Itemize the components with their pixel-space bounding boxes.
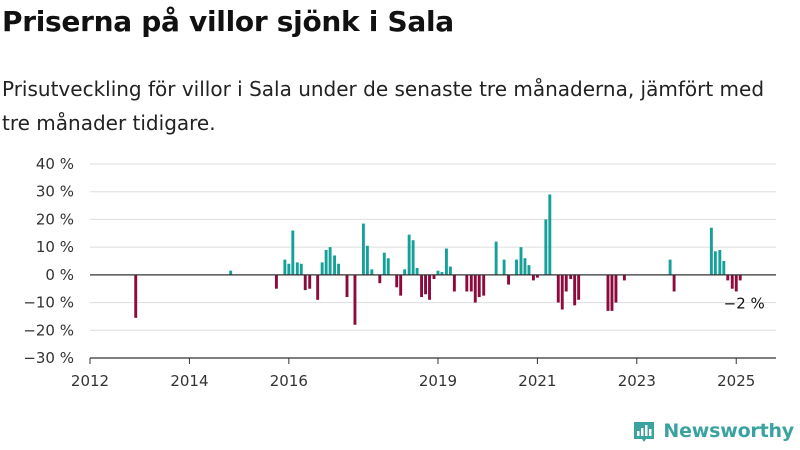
bar-negative (345, 274, 349, 298)
bar-negative (308, 274, 312, 289)
bar-positive (320, 262, 324, 275)
bar-negative (482, 274, 486, 296)
x-tick-label: 2016 (270, 372, 308, 390)
bar-positive (361, 223, 365, 275)
bar-positive (287, 263, 291, 275)
bar-positive (415, 267, 419, 275)
bar-negative (452, 274, 456, 292)
bar-positive (386, 258, 390, 275)
bar-positive (440, 272, 444, 275)
bar-positive (337, 263, 341, 275)
bar-negative (535, 274, 539, 278)
bar-positive (365, 245, 369, 275)
bar-negative (730, 274, 734, 289)
y-tick-label: 20 % (36, 210, 74, 228)
bar-negative (465, 274, 469, 292)
bar-negative (477, 274, 481, 298)
bar-positive (328, 247, 332, 275)
bar-positive (519, 247, 523, 275)
bar-positive (718, 249, 722, 275)
bar-negative (610, 274, 614, 311)
bar-positive (324, 249, 328, 275)
bar-positive (668, 259, 672, 275)
x-tick-label: 2025 (717, 372, 755, 390)
bar-negative (606, 274, 610, 311)
x-tick-label: 2012 (71, 372, 109, 390)
bar-positive (444, 248, 448, 275)
bar-positive (229, 270, 233, 275)
bar-positive (502, 259, 506, 275)
bar-positive (544, 219, 548, 275)
bar-negative (564, 274, 568, 292)
y-tick-label: −20 % (23, 321, 74, 339)
bar-positive (299, 263, 303, 275)
bar-negative (469, 274, 473, 292)
bar-positive (283, 259, 287, 275)
bar-positive (333, 255, 337, 275)
bar-positive (448, 266, 452, 275)
bar-negative (569, 274, 573, 280)
brand-name: Newsworthy (663, 420, 794, 442)
bar-positive (411, 240, 415, 275)
newsworthy-logo-icon (634, 422, 655, 442)
bar-positive (494, 241, 498, 275)
bar-positive (382, 252, 386, 275)
bar-negative (432, 274, 436, 280)
bar-positive (722, 261, 726, 275)
bar-positive (713, 251, 717, 275)
x-tick-label: 2014 (170, 372, 208, 390)
bar-positive (370, 269, 374, 275)
bar-negative (378, 274, 382, 284)
bar-negative (353, 274, 357, 325)
bar-positive (295, 262, 299, 275)
y-tick-label: 10 % (36, 238, 74, 256)
bar-positive (515, 259, 518, 275)
bar-positive (527, 265, 531, 275)
y-tick-label: 30 % (36, 183, 74, 201)
bar-negative (738, 274, 742, 281)
bar-negative (556, 274, 560, 303)
last-value-annotation: −2 % (724, 294, 765, 312)
bar-negative (134, 274, 138, 318)
bar-negative (316, 274, 320, 300)
bar-negative (274, 274, 278, 289)
x-tick-label: 2023 (618, 372, 656, 390)
chart-subtitle: Prisutveckling för villor i Sala under d… (2, 77, 765, 135)
bar-positive (291, 230, 295, 275)
bar-positive (403, 269, 407, 275)
bar-negative (734, 274, 738, 292)
bar-positive (709, 227, 713, 275)
x-tick-label: 2021 (518, 372, 556, 390)
bar-negative (507, 274, 511, 285)
y-tick-label: −30 % (23, 349, 74, 367)
y-tick-label: −10 % (23, 294, 74, 312)
bar-positive (523, 258, 527, 275)
bar-positive (436, 270, 440, 275)
bar-positive (548, 194, 552, 275)
bar-negative (424, 274, 427, 295)
bar-negative (303, 274, 307, 291)
bar-negative (577, 274, 581, 300)
bar-negative (672, 274, 676, 292)
bar-negative (399, 274, 403, 296)
y-tick-label: 0 % (45, 266, 74, 284)
bar-negative (614, 274, 618, 303)
y-tick-label: 40 % (36, 155, 74, 173)
bar-negative (726, 274, 730, 281)
bar-negative (420, 274, 424, 298)
bar-negative (573, 274, 577, 306)
x-tick-label: 2019 (419, 372, 457, 390)
chart-title: Priserna på villor sjönk i Sala (2, 5, 454, 38)
bar-negative (428, 274, 431, 300)
bar-positive (407, 234, 411, 275)
bar-negative (473, 274, 477, 303)
bar-negative (622, 274, 626, 281)
brand-logo: Newsworthy (632, 416, 794, 446)
bar-negative (395, 274, 399, 288)
bar-negative (560, 274, 564, 310)
bar-negative (531, 274, 535, 281)
